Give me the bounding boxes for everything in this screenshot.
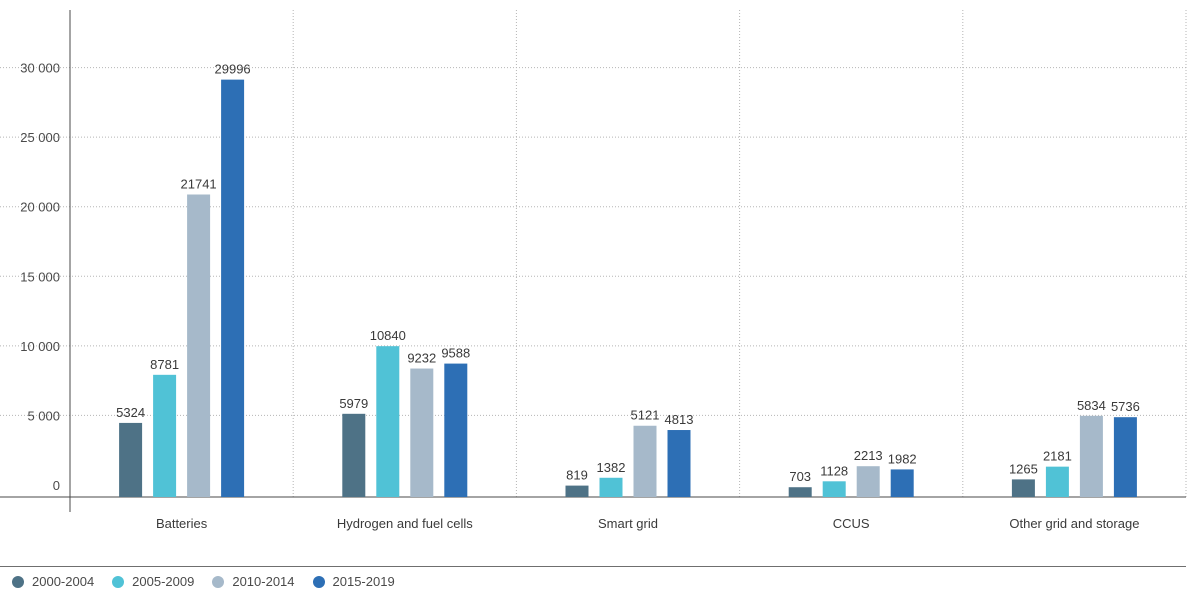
- data-label: 5736: [1111, 399, 1140, 414]
- bar: [187, 194, 211, 498]
- bar-chart: 0 5 000 10 000 15 000 20 000 25 000 30 000 Bat…: [0, 10, 1187, 531]
- data-label: 819: [566, 468, 588, 483]
- category-label: Smart grid: [598, 516, 658, 531]
- data-label: 8781: [150, 357, 179, 372]
- category-label: Other grid and storage: [1009, 516, 1139, 531]
- legend-item: 2010-2014: [212, 574, 295, 589]
- grid-layer: [0, 10, 1187, 497]
- data-label: 21741: [181, 176, 217, 191]
- bar: [788, 487, 812, 497]
- legend: 2000-2004 2005-2009 2010-2014 2015-2019: [12, 574, 413, 589]
- data-label: 1982: [888, 451, 917, 466]
- bar: [221, 79, 245, 498]
- bar: [856, 466, 880, 497]
- legend-dot-icon: [12, 575, 24, 588]
- legend-item: 2000-2004: [12, 574, 94, 589]
- bar: [376, 346, 400, 497]
- bar: [410, 368, 434, 497]
- data-label: 1265: [1009, 461, 1038, 476]
- legend-dot-icon: [212, 575, 225, 588]
- data-label: 5834: [1077, 398, 1106, 413]
- label-layer: Batteries Hydrogen and fuel cells Smart gr…: [116, 62, 1140, 531]
- data-label: 1128: [820, 463, 848, 478]
- legend-item: 2015-2019: [312, 574, 395, 589]
- y-tick-label: 5 000: [27, 408, 60, 423]
- legend-label: 2015-2019: [332, 574, 395, 589]
- y-tick-label: 25 000: [20, 130, 60, 145]
- legend-label: 2005-2009: [132, 574, 195, 589]
- bar: [1011, 479, 1035, 497]
- y-tick-label: 20 000: [20, 200, 60, 215]
- bar: [822, 481, 846, 497]
- data-label: 29996: [215, 62, 251, 77]
- bar: [1113, 417, 1137, 497]
- bar: [444, 363, 468, 497]
- y-tick-label: 10 000: [20, 339, 60, 354]
- y-tick-label: 30 000: [20, 61, 60, 76]
- category-label: Batteries: [156, 516, 208, 531]
- axis-layer: 0 5 000 10 000 15 000 20 000 25 000 30 000: [0, 10, 1186, 512]
- bar-layer: [119, 79, 1137, 498]
- y-tick-label: 0: [53, 478, 60, 493]
- bar: [890, 469, 914, 497]
- data-label: 9588: [441, 346, 470, 361]
- y-tick-label: 15 000: [20, 269, 60, 284]
- data-label: 2181: [1043, 449, 1072, 464]
- data-label: 9232: [407, 351, 436, 366]
- data-label: 10840: [370, 328, 406, 343]
- data-label: 5324: [116, 405, 145, 420]
- bar: [1079, 415, 1103, 497]
- bar: [119, 422, 143, 497]
- legend-label: 2010-2014: [232, 574, 295, 589]
- bar: [342, 413, 366, 497]
- category-label: Hydrogen and fuel cells: [337, 516, 473, 531]
- legend-divider: [0, 566, 1186, 567]
- data-label: 1382: [597, 460, 626, 475]
- bar: [565, 485, 589, 497]
- bar: [633, 425, 657, 497]
- legend-dot-icon: [112, 575, 125, 588]
- bar: [667, 430, 691, 497]
- bar: [599, 477, 623, 497]
- category-label: CCUS: [833, 516, 870, 531]
- legend-dot-icon: [312, 575, 325, 588]
- legend-item: 2005-2009: [112, 574, 194, 589]
- legend-label: 2000-2004: [32, 574, 95, 589]
- bar: [153, 374, 177, 497]
- data-label: 5121: [631, 408, 660, 423]
- bar: [1045, 466, 1069, 497]
- data-label: 703: [789, 469, 811, 484]
- data-label: 2213: [854, 448, 883, 463]
- data-label: 4813: [665, 412, 694, 427]
- data-label: 5979: [339, 396, 368, 411]
